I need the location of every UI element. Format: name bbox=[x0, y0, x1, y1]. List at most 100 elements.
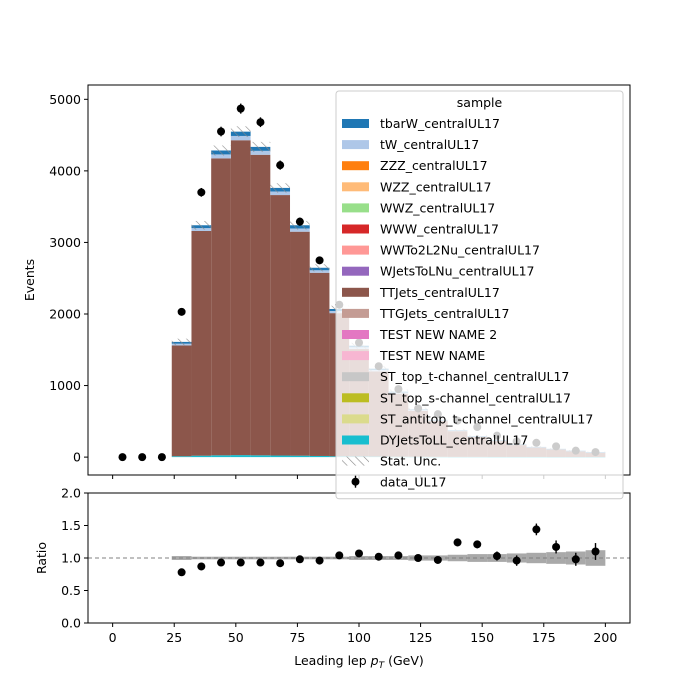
y-tick-label: 2000 bbox=[49, 306, 81, 321]
ratio-point bbox=[552, 542, 561, 551]
ratio-unc-band bbox=[447, 554, 468, 562]
y-tick-label: 4000 bbox=[49, 163, 81, 178]
stack-bar bbox=[211, 455, 231, 458]
stat-unc-bar bbox=[191, 220, 212, 230]
legend-swatch bbox=[342, 393, 369, 403]
stat-unc-bar bbox=[270, 183, 291, 193]
ratio-point bbox=[315, 556, 324, 565]
ratio-unc-band bbox=[467, 554, 488, 562]
main-y-axis-label: Events bbox=[22, 259, 37, 301]
legend-swatch bbox=[342, 245, 369, 255]
ratio-y-tick-label: 0.0 bbox=[61, 616, 81, 631]
legend-label: TTJets_centralUL17 bbox=[379, 285, 500, 300]
stack-bar bbox=[191, 455, 212, 458]
ratio-y-tick-label: 0.5 bbox=[61, 583, 81, 598]
legend-label: ST_top_t-channel_centralUL17 bbox=[380, 369, 569, 384]
legend-swatch bbox=[342, 161, 369, 171]
legend-swatch bbox=[342, 351, 369, 361]
ratio-y-tick-label: 1.0 bbox=[61, 551, 81, 566]
legend-swatch bbox=[342, 287, 369, 297]
legend-swatch bbox=[342, 414, 369, 424]
legend-swatch bbox=[342, 435, 369, 445]
x-axis-label: Leading lep pT (GeV) bbox=[294, 653, 424, 671]
x-tick-label: 75 bbox=[289, 630, 305, 645]
ratio-point bbox=[473, 540, 482, 549]
stack-bar bbox=[230, 135, 251, 141]
stack-bar bbox=[211, 154, 231, 159]
stack-bar bbox=[250, 150, 271, 155]
stack-bar bbox=[270, 191, 291, 196]
legend: sample tbarW_centralUL17 tW_centralUL17 ZZZ… bbox=[335, 90, 624, 500]
legend-label: WWW_centralUL17 bbox=[380, 222, 499, 237]
stack-bar bbox=[290, 455, 310, 458]
x-tick-label: 125 bbox=[409, 630, 433, 645]
legend-swatch bbox=[342, 224, 369, 234]
legend-swatch bbox=[342, 182, 369, 192]
legend-label: tW_centralUL17 bbox=[380, 137, 479, 152]
legend-swatch bbox=[342, 372, 369, 382]
data-point bbox=[217, 127, 226, 136]
legend-label: tbarW_centralUL17 bbox=[380, 116, 500, 131]
ratio-point bbox=[591, 547, 600, 556]
x-tick-label: 25 bbox=[166, 630, 182, 645]
ratio-point bbox=[236, 558, 245, 567]
stack-bar bbox=[171, 345, 192, 457]
legend-swatch bbox=[342, 266, 369, 276]
legend-label: WWZ_centralUL17 bbox=[380, 200, 495, 215]
ratio-point bbox=[256, 558, 265, 567]
ratio-y-tick-label: 1.5 bbox=[61, 518, 81, 533]
x-tick-label: 175 bbox=[532, 630, 556, 645]
legend-label: WWTo2L2Nu_centralUL17 bbox=[380, 243, 540, 258]
legend-label: WJetsToLNu_centralUL17 bbox=[380, 264, 534, 279]
stat-unc-bar bbox=[211, 145, 231, 156]
y-tick-label: 0 bbox=[73, 450, 81, 465]
legend-label: TEST NEW NAME 2 bbox=[379, 327, 497, 342]
stack-bar bbox=[309, 455, 330, 458]
legend-swatch bbox=[342, 119, 369, 128]
x-tick-label: 200 bbox=[593, 630, 617, 645]
legend-label: DYJetsToLL_centralUL17 bbox=[380, 433, 528, 448]
x-tick-label: 50 bbox=[228, 630, 244, 645]
stack-bar bbox=[309, 270, 330, 273]
y-tick-label: 3000 bbox=[49, 235, 81, 250]
stack-bar bbox=[171, 456, 192, 458]
stack-bar bbox=[270, 455, 291, 458]
x-tick-label: 100 bbox=[347, 630, 371, 645]
stack-bar bbox=[290, 228, 310, 232]
legend-swatch bbox=[342, 330, 369, 339]
legend-swatch bbox=[342, 140, 369, 150]
legend-title: sample bbox=[457, 95, 503, 110]
stack-bar bbox=[211, 158, 231, 456]
x-tick-label: 150 bbox=[470, 630, 494, 645]
y-tick-label: 5000 bbox=[49, 92, 81, 107]
ratio-unc-band bbox=[250, 556, 271, 560]
data-point bbox=[315, 256, 324, 265]
legend-label: TTGJets_centralUL17 bbox=[379, 306, 509, 321]
legend-label: WZZ_centralUL17 bbox=[380, 179, 491, 194]
ratio-point bbox=[453, 538, 462, 547]
stack-bar bbox=[191, 230, 212, 456]
legend-label: ST_top_s-channel_centralUL17 bbox=[380, 390, 571, 405]
legend-swatch bbox=[342, 308, 369, 318]
ratio-point bbox=[177, 568, 186, 577]
data-point bbox=[236, 104, 245, 113]
ratio-point bbox=[197, 562, 206, 571]
legend-marker-data bbox=[351, 477, 360, 486]
data-point bbox=[157, 453, 166, 462]
ratio-point bbox=[355, 549, 363, 558]
data-point bbox=[256, 118, 265, 127]
legend-swatch-stat-unc bbox=[342, 456, 369, 466]
legend-label: Stat. Unc. bbox=[380, 454, 441, 469]
ratio-panel: 0.0 0.5 1.0 1.5 2.0 0 25 50 75 100 125 150 175 200 Rat… bbox=[34, 486, 631, 671]
ratio-y-axis-label: Ratio bbox=[34, 542, 49, 574]
ratio-point bbox=[492, 552, 501, 561]
ratio-point bbox=[374, 552, 383, 561]
stack-bar bbox=[270, 195, 291, 456]
data-point bbox=[138, 453, 147, 462]
data-point bbox=[118, 453, 127, 462]
stack-bar bbox=[230, 455, 251, 458]
data-point bbox=[295, 217, 304, 226]
ratio-point bbox=[532, 525, 541, 534]
legend-label: ZZZ_centralUL17 bbox=[380, 158, 488, 173]
ratio-point bbox=[571, 555, 580, 564]
